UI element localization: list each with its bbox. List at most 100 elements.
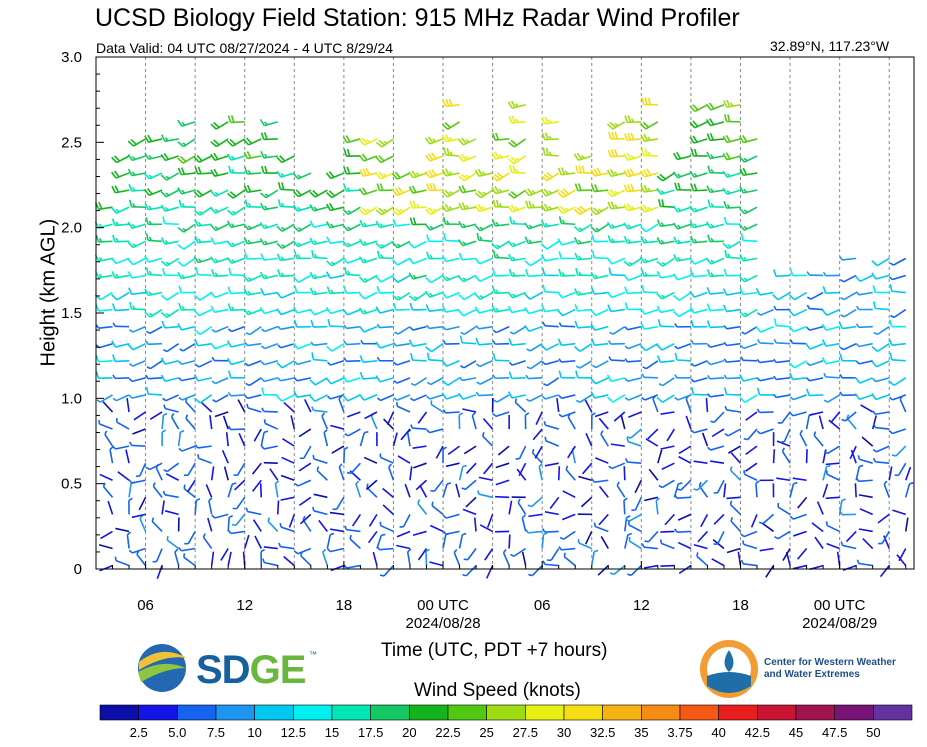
wind-barb bbox=[477, 490, 493, 499]
barb-shaft bbox=[132, 240, 146, 249]
wind-barb bbox=[584, 399, 593, 413]
barb-shaft bbox=[132, 360, 146, 367]
wind-barb bbox=[135, 462, 147, 478]
barb-flag bbox=[196, 189, 203, 196]
barb-shaft bbox=[139, 518, 147, 532]
barb-shaft bbox=[595, 360, 609, 369]
wind-barb bbox=[386, 411, 395, 425]
wind-barb bbox=[624, 342, 642, 350]
wind-barb bbox=[442, 513, 460, 519]
barb-flag bbox=[111, 185, 117, 194]
barb-shaft bbox=[322, 552, 329, 566]
barb-flag bbox=[459, 376, 463, 381]
barb-flag bbox=[647, 151, 651, 157]
barb-flag bbox=[729, 500, 733, 505]
wind-barb bbox=[112, 374, 130, 380]
barb-shaft bbox=[534, 445, 543, 459]
barb-shaft bbox=[297, 547, 312, 555]
barb-shaft bbox=[891, 358, 906, 362]
wind-barb bbox=[205, 484, 213, 498]
wind-barb bbox=[474, 168, 493, 178]
barb-shaft bbox=[313, 256, 328, 260]
barb-flag bbox=[840, 541, 844, 546]
barb-flag bbox=[508, 371, 513, 379]
barb-shaft bbox=[730, 469, 742, 481]
barb-shaft bbox=[380, 524, 394, 533]
barb-shaft bbox=[743, 342, 758, 350]
barb-flag bbox=[705, 221, 712, 229]
barb-shaft bbox=[759, 359, 774, 364]
barb-flag bbox=[514, 206, 520, 211]
wind-barb bbox=[660, 530, 675, 533]
barb-flag bbox=[740, 559, 744, 565]
wind-barb bbox=[598, 513, 609, 526]
wind-barb bbox=[676, 479, 692, 491]
wind-barb bbox=[435, 445, 444, 459]
barb-flag bbox=[677, 207, 682, 212]
barb-shaft bbox=[745, 445, 758, 455]
barb-flag bbox=[574, 303, 579, 312]
barb-flag bbox=[531, 448, 535, 454]
barb-flag bbox=[408, 295, 416, 302]
barb-flag bbox=[267, 517, 271, 522]
barb-shaft bbox=[660, 564, 675, 568]
barb-shaft bbox=[347, 206, 361, 216]
barb-flag bbox=[624, 358, 629, 363]
barb-shaft bbox=[414, 377, 427, 387]
barb-flag bbox=[608, 340, 612, 345]
barb-shaft bbox=[412, 189, 427, 194]
barb-shaft bbox=[789, 483, 795, 498]
barb-shaft bbox=[197, 377, 212, 382]
barb-flag bbox=[429, 225, 434, 230]
barb-shaft bbox=[521, 551, 527, 566]
wind-barb bbox=[624, 302, 642, 311]
barb-flag bbox=[742, 135, 748, 143]
barb-flag bbox=[722, 170, 728, 178]
barb-shaft bbox=[133, 138, 146, 147]
wind-barb bbox=[424, 169, 444, 179]
barb-flag bbox=[347, 210, 352, 214]
barb-flag bbox=[510, 191, 518, 197]
data-valid-text: Data Valid: 04 UTC 08/27/2024 - 4 UTC 8/… bbox=[96, 40, 394, 56]
wind-barb bbox=[625, 513, 642, 522]
barb-shaft bbox=[579, 394, 593, 403]
barb-shaft bbox=[445, 172, 460, 177]
barb-flag bbox=[458, 239, 464, 247]
barb-flag bbox=[799, 429, 803, 435]
wind-barb bbox=[412, 530, 427, 537]
wind-barb bbox=[593, 522, 609, 533]
wind-barb bbox=[887, 377, 907, 387]
wind-barb bbox=[393, 360, 411, 366]
barb-flag bbox=[247, 225, 252, 230]
wind-barb bbox=[144, 152, 163, 161]
wind-barb bbox=[623, 132, 642, 142]
wind-barb bbox=[872, 377, 890, 383]
barb-flag bbox=[741, 331, 746, 335]
colorbar-tick-label: 7.5 bbox=[207, 725, 225, 740]
wind-barb bbox=[226, 357, 245, 366]
wind-barb bbox=[376, 183, 394, 192]
wind-barb bbox=[705, 397, 709, 413]
barb-shaft bbox=[132, 257, 146, 266]
barb-shaft bbox=[627, 206, 642, 212]
barb-flag bbox=[328, 171, 335, 178]
barb-flag bbox=[789, 396, 794, 401]
barb-flag bbox=[644, 238, 648, 243]
barb-shaft bbox=[329, 528, 345, 533]
barb-shaft bbox=[809, 394, 824, 397]
wind-barb bbox=[878, 531, 890, 545]
barb-flag bbox=[441, 305, 447, 313]
barb-flag bbox=[628, 261, 633, 265]
barb-flag bbox=[723, 200, 728, 209]
barb-flag bbox=[627, 238, 632, 244]
barb-flag bbox=[358, 256, 365, 264]
barb-shaft bbox=[346, 138, 361, 144]
barb-flag bbox=[689, 170, 695, 178]
wind-barb bbox=[723, 216, 741, 226]
wind-barb bbox=[904, 517, 909, 532]
wind-barb bbox=[251, 462, 262, 475]
barb-shaft bbox=[379, 325, 394, 329]
barb-flag bbox=[325, 306, 332, 314]
barb-flag bbox=[263, 224, 269, 229]
barb-flag bbox=[359, 209, 366, 216]
